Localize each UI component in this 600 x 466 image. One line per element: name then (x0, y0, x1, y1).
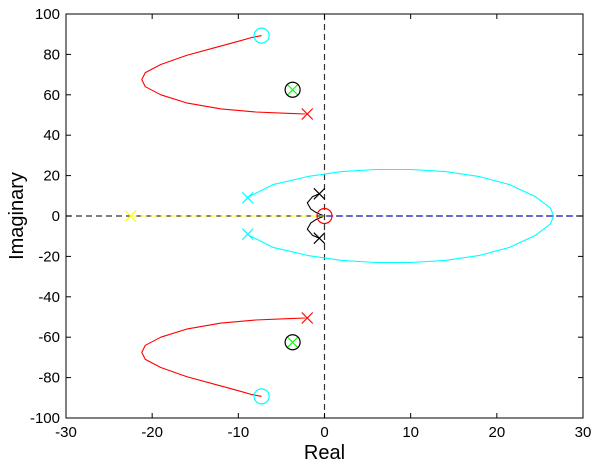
x-tick-label-5: 20 (488, 424, 505, 441)
y-tick-label-6: 20 (43, 168, 60, 185)
zero-marker-14-1 (284, 334, 301, 351)
pole-marker-10-1 (313, 232, 326, 245)
y-tick-label-1: -80 (38, 370, 60, 387)
x-tick-label-0: -30 (55, 424, 77, 441)
zero-marker-11-0 (316, 207, 333, 225)
pole-stroke-b (286, 83, 299, 96)
zero-marker-8-1 (253, 388, 270, 405)
y-tick-label-2: -60 (38, 329, 60, 346)
pole-marker-9-1 (241, 228, 254, 241)
x-tick-label-3: 0 (320, 424, 328, 441)
x-axis-label: Real (304, 442, 345, 464)
locus-branch-1 (141, 317, 306, 397)
plot-content (66, 14, 583, 418)
plot-area (66, 14, 583, 418)
locus-branch-3 (306, 193, 324, 217)
pole-marker-13-0 (286, 83, 299, 96)
pole-stroke-b (241, 191, 254, 204)
y-tick-label-8: 60 (43, 87, 60, 104)
pole-marker-7-1 (301, 312, 314, 324)
locus-branch-2 (246, 168, 555, 264)
pole-marker-9-0 (241, 191, 254, 204)
pole-stroke-b (301, 108, 314, 120)
pole-marker-10-0 (313, 187, 326, 200)
y-tick-label-7: 40 (43, 127, 60, 144)
x-tick-label-6: 30 (575, 424, 592, 441)
y-axis-label: Imaginary (6, 172, 28, 260)
y-tick-label-4: -20 (38, 248, 60, 265)
pole-marker-7-0 (301, 108, 314, 120)
zero-marker-14-0 (284, 81, 301, 98)
y-tick-label-0: -100 (30, 410, 60, 427)
pole-marker-13-1 (286, 336, 299, 349)
pole-marker-12-0 (124, 210, 137, 222)
y-tick-label-9: 80 (43, 46, 60, 63)
axis-ticks: -30 -20 -10 0 10 20 30-100-80-60-40-2002040608… (30, 6, 591, 441)
locus-branch-4 (306, 215, 324, 239)
locus-branch-0 (141, 35, 306, 115)
pole-stroke-b (286, 336, 299, 349)
x-tick-label-2: -10 (227, 424, 249, 441)
pole-stroke-b (241, 228, 254, 241)
y-tick-label-10: 100 (35, 6, 60, 23)
x-tick-label-1: -20 (141, 424, 163, 441)
zero-marker-8-0 (253, 27, 270, 44)
pole-stroke-b (301, 312, 314, 324)
y-tick-label-5: 0 (52, 208, 60, 225)
pole-stroke-b (313, 232, 326, 245)
pole-stroke-b (313, 187, 326, 200)
y-tick-label-3: -40 (38, 289, 60, 306)
pole-stroke-b (124, 210, 137, 222)
x-tick-label-4: 10 (402, 424, 419, 441)
